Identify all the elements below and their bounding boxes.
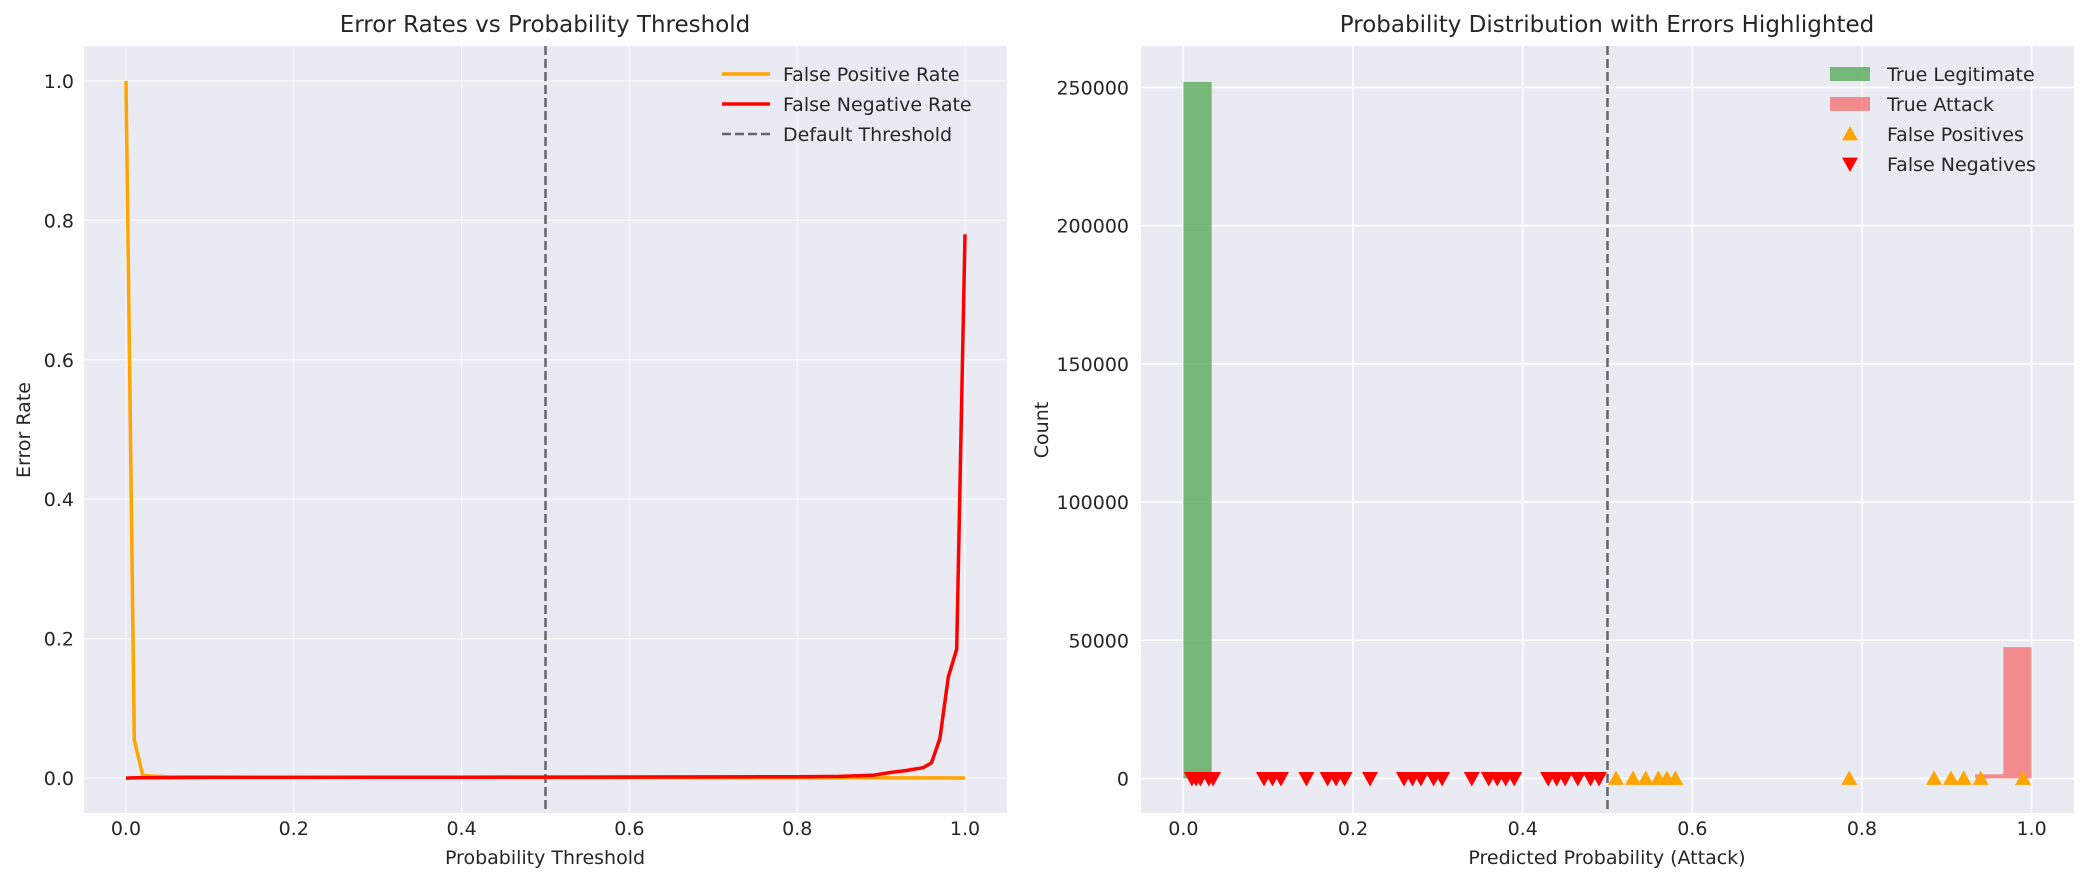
error-rates-chart: 0.0 0.2 0.4 0.6 0.8 1.0 0.0 0.2 0.4 0.6 0.8 1.0 Er… bbox=[13, 12, 1007, 869]
y-tick-labels: 0.0 0.2 0.4 0.6 0.8 1.0 bbox=[44, 71, 74, 790]
false-positives-marker bbox=[2015, 770, 2032, 785]
false-positives-marker bbox=[1607, 770, 1624, 785]
legend-label-false-negative-rate: False Negative Rate bbox=[783, 94, 972, 116]
false-negatives-marker bbox=[1434, 772, 1451, 787]
y-tick-label: 0.6 bbox=[44, 350, 74, 372]
y-tick-label: 250000 bbox=[1056, 77, 1129, 99]
x-tick-label: 0.2 bbox=[1338, 818, 1368, 840]
false-positives-marker bbox=[1841, 770, 1858, 785]
x-tick-label: 1.0 bbox=[950, 818, 980, 840]
x-tick-label: 0.0 bbox=[111, 818, 141, 840]
error-markers bbox=[1183, 770, 2032, 787]
y-tick-label: 150000 bbox=[1056, 354, 1129, 376]
y-tick-label: 0.2 bbox=[44, 629, 74, 651]
y-tick-label: 1.0 bbox=[44, 71, 74, 93]
true-attack-bar bbox=[1975, 774, 2004, 779]
true-legitimate-bar bbox=[1183, 81, 1212, 779]
true-attack-bar bbox=[2003, 647, 2032, 779]
false-negatives-marker bbox=[1205, 772, 1222, 787]
y-tick-label: 0.4 bbox=[44, 489, 74, 511]
false-positives-marker bbox=[1624, 770, 1641, 785]
false-negatives-marker bbox=[1591, 772, 1608, 787]
y-tick-label: 0 bbox=[1117, 768, 1129, 790]
false-negative-rate-line bbox=[125, 234, 967, 780]
x-tick-label: 0.4 bbox=[446, 818, 476, 840]
legend: False Positive Rate False Negative Rate De… bbox=[722, 64, 972, 146]
false-positives-marker bbox=[1943, 770, 1960, 785]
legend-swatch-false-negatives bbox=[1842, 157, 1858, 172]
legend-label-true-attack: True Attack bbox=[1886, 94, 1994, 116]
x-tick-label: 0.6 bbox=[614, 818, 644, 840]
false-negatives-marker bbox=[1463, 772, 1480, 787]
x-tick-labels: 0.0 0.2 0.4 0.6 0.8 1.0 bbox=[111, 818, 980, 840]
y-tick-labels: 0 50000 100000 150000 200000 250000 bbox=[1056, 77, 1129, 790]
y-tick-label: 0.0 bbox=[44, 768, 74, 790]
legend-label-default-threshold: Default Threshold bbox=[783, 124, 952, 146]
y-axis-label: Count bbox=[1031, 402, 1053, 458]
chart-title: Error Rates vs Probability Threshold bbox=[340, 12, 751, 38]
x-tick-label: 0.8 bbox=[782, 818, 812, 840]
series-lines bbox=[124, 80, 967, 780]
x-tick-label: 0.4 bbox=[1508, 818, 1538, 840]
chart-title: Probability Distribution with Errors Hig… bbox=[1340, 12, 1874, 38]
legend-swatch-false-positives bbox=[1842, 126, 1858, 141]
false-negatives-marker bbox=[1336, 772, 1353, 787]
false-negatives-marker bbox=[1298, 772, 1315, 787]
legend-swatch-true-attack bbox=[1830, 97, 1870, 111]
x-tick-label: 0.0 bbox=[1168, 818, 1198, 840]
false-positives-marker bbox=[1955, 770, 1972, 785]
false-positives-marker bbox=[1926, 770, 1943, 785]
legend-label-false-negatives: False Negatives bbox=[1887, 154, 2036, 176]
false-positives-marker bbox=[1637, 770, 1654, 785]
x-axis-label: Predicted Probability (Attack) bbox=[1468, 847, 1745, 869]
y-tick-label: 50000 bbox=[1069, 630, 1129, 652]
false-negatives-marker bbox=[1557, 772, 1574, 787]
x-tick-label: 0.6 bbox=[1677, 818, 1707, 840]
y-tick-label: 200000 bbox=[1056, 216, 1129, 238]
histogram-bars bbox=[1183, 81, 2032, 779]
y-tick-label: 0.8 bbox=[44, 210, 74, 232]
legend-swatch-true-legitimate bbox=[1830, 67, 1870, 81]
legend-label-true-legitimate: True Legitimate bbox=[1886, 64, 2035, 86]
x-tick-label: 0.2 bbox=[279, 818, 309, 840]
false-negatives-marker bbox=[1272, 772, 1289, 787]
x-axis-label: Probability Threshold bbox=[445, 847, 645, 869]
x-tick-labels: 0.0 0.2 0.4 0.6 0.8 1.0 bbox=[1168, 818, 2046, 840]
false-positives-marker bbox=[1667, 770, 1684, 785]
legend: True Legitimate True Attack False Positive… bbox=[1830, 64, 2036, 176]
x-tick-label: 0.8 bbox=[1847, 818, 1877, 840]
false-negatives-marker bbox=[1362, 772, 1379, 787]
false-positives-marker bbox=[1972, 770, 1989, 785]
legend-label-false-positive-rate: False Positive Rate bbox=[783, 64, 960, 86]
y-axis-label: Error Rate bbox=[13, 382, 35, 478]
probability-distribution-chart: 0.0 0.2 0.4 0.6 0.8 1.0 0 50000 100000 150000 200… bbox=[1031, 12, 2074, 869]
y-tick-label: 100000 bbox=[1056, 492, 1129, 514]
false-negatives-marker bbox=[1569, 772, 1586, 787]
false-negatives-marker bbox=[1412, 772, 1429, 787]
false-negatives-marker bbox=[1506, 772, 1523, 787]
x-tick-label: 1.0 bbox=[2016, 818, 2046, 840]
legend-label-false-positives: False Positives bbox=[1887, 124, 2024, 146]
